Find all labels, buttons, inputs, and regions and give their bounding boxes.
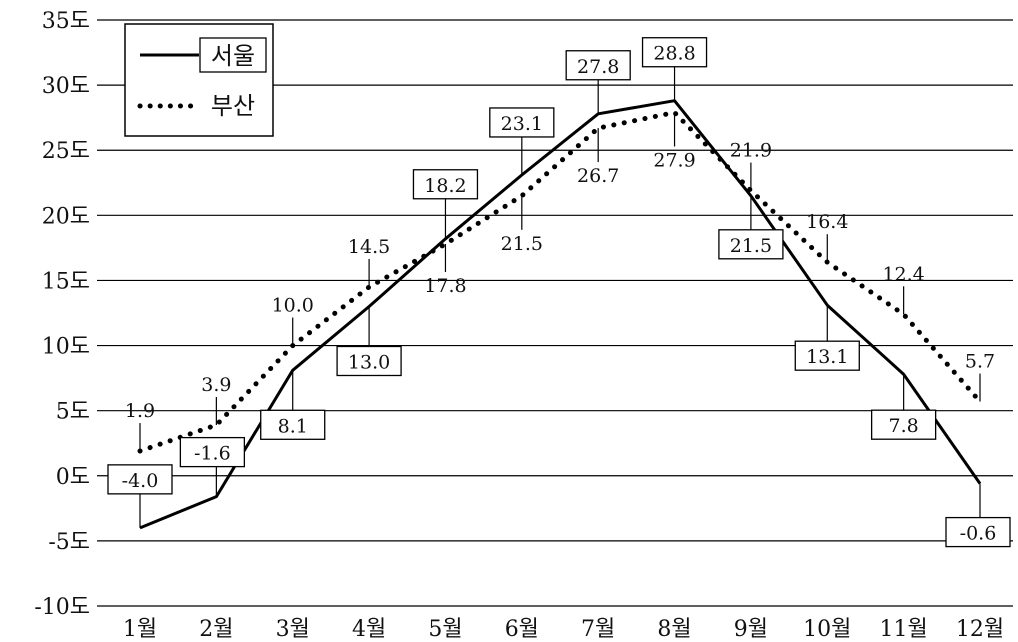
series-line-seoul <box>139 99 982 530</box>
y-tick-label: -10도 <box>34 595 90 620</box>
data-label-box-seoul <box>179 436 246 468</box>
y-tick-label: 0도 <box>56 465 90 490</box>
data-label-busan: 17.8 <box>424 275 466 297</box>
data-label-box-seoul <box>794 340 860 371</box>
x-tick-label: 9월 <box>734 617 768 642</box>
grid-layer <box>97 19 1013 607</box>
y-tick-label: 5도 <box>56 400 90 425</box>
data-label-box-seoul <box>945 516 1011 548</box>
data-label-box-seoul <box>260 409 326 440</box>
y-tick-label: 20도 <box>42 204 90 229</box>
data-label-box-seoul <box>641 37 708 68</box>
x-tick-label: 12월 <box>956 617 1004 642</box>
data-label-seoul: -1.6 <box>194 443 231 465</box>
data-label-box-seoul <box>718 229 784 260</box>
x-tick-label: 1월 <box>123 617 157 642</box>
data-label-seoul: 13.0 <box>348 351 390 373</box>
data-label-box-seoul <box>565 50 631 81</box>
data-label-busan: 14.5 <box>348 236 390 258</box>
y-tick-label: 15도 <box>42 269 90 294</box>
x-tick-label: 6월 <box>505 617 539 642</box>
data-label-busan: 21.9 <box>730 140 772 162</box>
data-label-busan: 1.9 <box>125 400 155 422</box>
x-tick-label: 7월 <box>581 617 615 642</box>
y-tick-label: 25도 <box>42 139 90 164</box>
data-label-box-seoul <box>336 345 402 377</box>
label-layer: -4.0 -1.6 8.1 13.0 18.2 23.1 27.8 28.8 21.5 13.1 7… <box>107 37 1011 548</box>
data-label-seoul: 18.2 <box>424 175 466 197</box>
series-line-busan <box>137 109 983 454</box>
data-label-box-seoul <box>412 169 479 200</box>
data-label-busan: 5.7 <box>965 351 995 373</box>
y-tick-label: -5도 <box>48 530 90 555</box>
data-label-seoul: 28.8 <box>653 43 695 65</box>
legend-seoul-label-box <box>199 37 267 73</box>
x-tick-label: 10월 <box>803 617 851 642</box>
x-tick-label: 2월 <box>199 617 233 642</box>
data-label-box-seoul <box>107 464 173 495</box>
x-tick-label: 11월 <box>880 617 928 642</box>
data-label-box-seoul <box>870 409 937 440</box>
data-label-busan: 26.7 <box>577 165 619 187</box>
legend: 서울 부산 <box>124 23 274 137</box>
data-label-busan: 16.4 <box>806 211 848 233</box>
axis-layer: -10도 -5도 0도 5도 10도 15도 20도 25도 30도 35도 1월 2월 3월 4월 5월 6… <box>34 9 1004 642</box>
data-label-busan: 3.9 <box>201 374 231 396</box>
data-label-seoul: 21.5 <box>730 235 772 257</box>
data-label-busan: 21.5 <box>501 233 543 255</box>
data-label-busan: 10.0 <box>272 295 314 317</box>
data-label-seoul: 7.8 <box>889 415 919 437</box>
x-tick-label: 5월 <box>428 617 462 642</box>
legend-seoul-label: 서울 <box>211 42 255 70</box>
y-tick-label: 30도 <box>42 74 90 99</box>
legend-busan-label: 부산 <box>211 92 255 120</box>
data-label-seoul: 27.8 <box>577 56 619 78</box>
data-label-seoul: 13.1 <box>806 346 848 368</box>
x-tick-label: 4월 <box>352 617 386 642</box>
data-label-seoul: 8.1 <box>278 415 308 437</box>
y-tick-label: 10도 <box>42 335 90 360</box>
y-tick-label: 35도 <box>42 9 90 34</box>
series-layer <box>137 99 983 530</box>
data-label-seoul: 23.1 <box>501 113 543 135</box>
data-label-busan: 27.9 <box>653 149 695 171</box>
data-label-seoul: -4.0 <box>122 470 159 492</box>
x-tick-label: 8월 <box>657 617 691 642</box>
data-label-seoul: -0.6 <box>960 523 997 545</box>
data-label-busan: 12.4 <box>882 263 924 285</box>
x-tick-label: 3월 <box>276 617 310 642</box>
data-label-box-seoul <box>489 107 555 138</box>
